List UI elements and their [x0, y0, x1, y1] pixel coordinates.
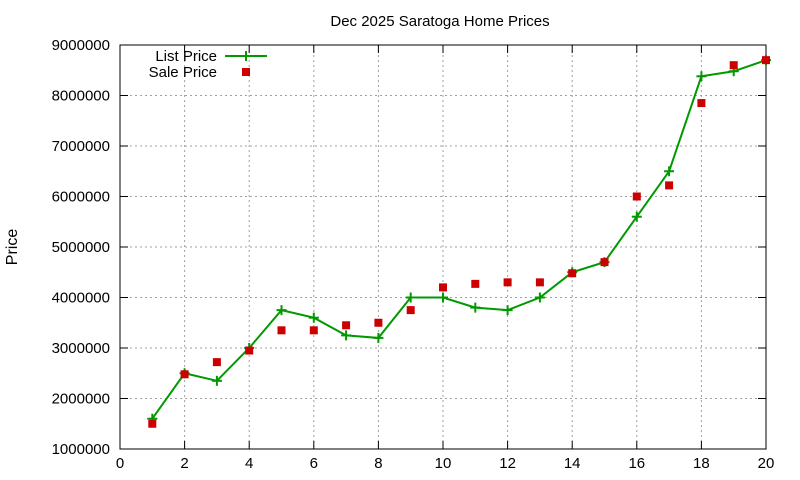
- y-tick-label: 7000000: [52, 138, 110, 155]
- y-tick-label: 3000000: [52, 340, 110, 357]
- sale-price-point: [535, 278, 544, 287]
- legend-label-list-price: List Price: [155, 48, 217, 65]
- sale-price-point: [406, 306, 415, 315]
- sale-price-point: [762, 56, 770, 65]
- sale-price-point: [568, 269, 577, 278]
- list-price-point: [470, 302, 481, 313]
- x-tick-label: 16: [628, 455, 645, 472]
- sale-price-point: [697, 99, 706, 108]
- list-price-point: [211, 375, 222, 386]
- x-tick-label: 8: [374, 455, 382, 472]
- sale-price-point: [180, 370, 189, 379]
- x-tick-label: 4: [245, 455, 253, 472]
- list-price-line: [151, 59, 767, 420]
- sale-price-point: [503, 278, 512, 287]
- list-price-point: [373, 332, 384, 343]
- list-price-point: [502, 305, 513, 316]
- x-tick-label: 18: [693, 455, 710, 472]
- sale-price-point: [148, 419, 157, 428]
- y-tick-label: 5000000: [52, 239, 110, 256]
- x-tick-label: 14: [564, 455, 581, 472]
- sale-price-point: [309, 326, 318, 335]
- list-price-point: [534, 292, 545, 303]
- y-tick-label: 6000000: [52, 189, 110, 206]
- list-price-point: [631, 211, 642, 222]
- grid-lines: [120, 45, 766, 449]
- x-tick-label: 6: [310, 455, 318, 472]
- y-tick-label: 2000000: [52, 391, 110, 408]
- sale-price-point: [374, 318, 383, 327]
- y-axis-label: Price: [4, 229, 21, 266]
- sale-price-point: [729, 61, 738, 70]
- x-tick-label: 10: [435, 455, 452, 472]
- list-price-point: [438, 292, 448, 303]
- sale-price-point: [632, 192, 641, 201]
- sale-price-point: [342, 321, 351, 330]
- list-price-point: [341, 330, 352, 341]
- list-price-point: [276, 305, 287, 316]
- x-tick-label: 12: [499, 455, 516, 472]
- legend-swatch-sale-price: [242, 68, 250, 76]
- list-price-point: [664, 166, 675, 177]
- y-tick-label: 8000000: [52, 88, 110, 105]
- list-price-point: [696, 71, 707, 82]
- x-tick-label: 20: [758, 455, 775, 472]
- x-tick-label: 2: [180, 455, 188, 472]
- chart-title: Dec 2025 Saratoga Home Prices: [330, 13, 549, 30]
- sale-price-point: [212, 358, 221, 367]
- sale-price-point: [471, 279, 480, 288]
- y-tick-label: 9000000: [52, 37, 110, 54]
- sale-price-point: [277, 326, 286, 335]
- sale-price-point: [245, 346, 254, 355]
- y-tick-label: 1000000: [52, 441, 110, 458]
- list-price-point: [405, 292, 416, 303]
- y-tick-label: 4000000: [52, 290, 110, 307]
- list-price-point: [308, 312, 319, 323]
- legend-label-sale-price: Sale Price: [149, 64, 217, 81]
- sale-price-point: [600, 258, 609, 267]
- sale-price-point: [665, 181, 674, 190]
- sale-price-point: [439, 283, 447, 292]
- plot-border: [119, 44, 767, 450]
- x-tick-label: 0: [116, 455, 124, 472]
